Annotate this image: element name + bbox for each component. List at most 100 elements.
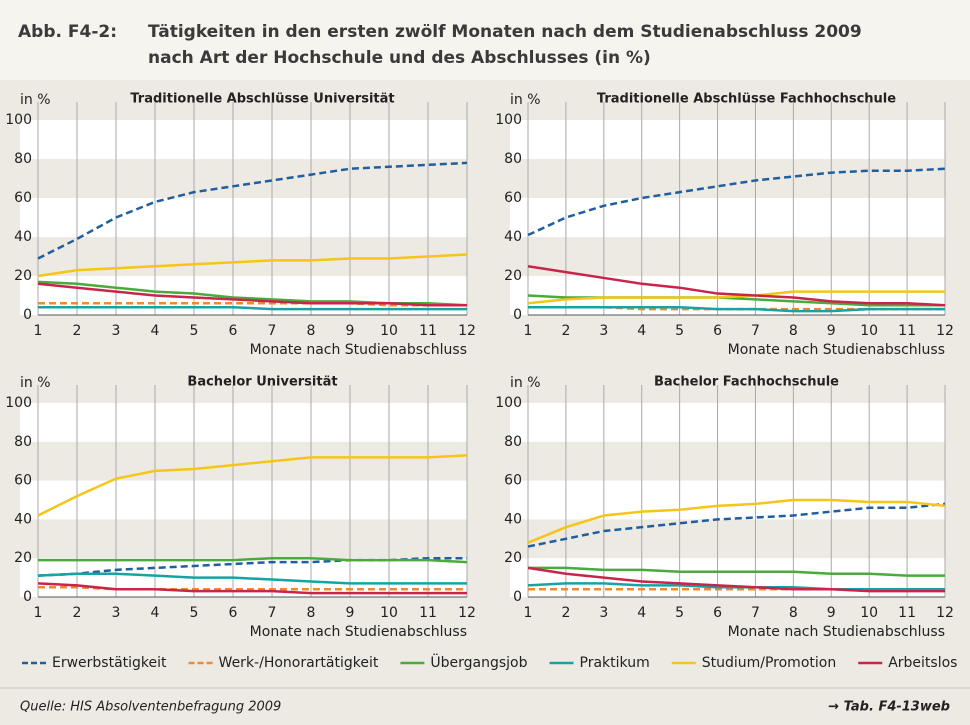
- y-tick-label: 20: [504, 550, 522, 566]
- series-line: [527, 265, 946, 307]
- x-tick-label: 3: [112, 323, 121, 339]
- x-tick-label: 9: [346, 605, 355, 621]
- x-tick-label: 2: [73, 323, 82, 339]
- panel-title: Traditionelle Abschlüsse Universität: [130, 92, 394, 107]
- y-tick-label: 40: [14, 511, 32, 527]
- y-axis-label: in %: [20, 92, 51, 108]
- y-tick-label: 60: [14, 190, 32, 206]
- x-tick-label: 7: [751, 605, 760, 621]
- y-tick-label: 20: [504, 268, 522, 284]
- figure-title: nach Art der Hochschule und des Abschlus…: [148, 48, 651, 68]
- x-tick-label: 6: [713, 323, 722, 339]
- x-tick-label: 8: [307, 605, 316, 621]
- series-line: [527, 167, 946, 237]
- x-axis-label: Monate nach Studienabschluss: [250, 342, 467, 358]
- x-axis-label: Monate nach Studienabschluss: [728, 624, 945, 640]
- series-line: [38, 305, 467, 311]
- band: [20, 480, 467, 520]
- x-tick-label: 1: [34, 605, 43, 621]
- x-tick-label: 10: [380, 605, 398, 621]
- x-tick-label: 9: [827, 323, 836, 339]
- y-tick-label: 100: [495, 112, 522, 128]
- x-tick-label: 5: [190, 323, 199, 339]
- x-tick-label: 12: [936, 323, 954, 339]
- legend-label: Studium/Promotion: [702, 655, 836, 671]
- x-tick-label: 10: [860, 323, 878, 339]
- x-tick-label: 6: [713, 605, 722, 621]
- figure-label: Abb. F4-2:: [18, 22, 117, 42]
- x-tick-label: 4: [151, 605, 160, 621]
- y-tick-label: 100: [495, 395, 522, 411]
- series-line: [37, 253, 468, 278]
- x-tick-label: 3: [112, 605, 121, 621]
- y-tick-label: 100: [5, 395, 32, 411]
- x-tick-label: 1: [524, 323, 533, 339]
- series-line: [527, 502, 946, 548]
- x-tick-label: 5: [190, 605, 199, 621]
- y-axis-label: in %: [510, 92, 541, 108]
- y-tick-label: 100: [5, 112, 32, 128]
- panel-title: Bachelor Universität: [187, 375, 337, 390]
- x-tick-label: 7: [751, 323, 760, 339]
- x-tick-label: 12: [936, 605, 954, 621]
- y-axis-label: in %: [510, 375, 541, 391]
- band: [20, 120, 467, 159]
- band: [510, 120, 945, 159]
- y-tick-label: 40: [504, 229, 522, 245]
- legend-label: Werk-/Honorartätigkeit: [219, 655, 379, 671]
- band: [20, 198, 467, 237]
- x-tick-label: 8: [307, 323, 316, 339]
- series-line: [37, 161, 468, 260]
- x-tick-label: 11: [419, 605, 437, 621]
- x-tick-label: 7: [268, 605, 277, 621]
- y-tick-label: 60: [504, 190, 522, 206]
- x-tick-label: 1: [34, 323, 43, 339]
- y-tick-label: 40: [14, 229, 32, 245]
- y-tick-label: 80: [14, 151, 32, 167]
- series-line: [37, 582, 467, 595]
- x-tick-label: 5: [675, 323, 684, 339]
- y-tick-label: 60: [14, 473, 32, 489]
- table-ref: → Tab. F4-13web: [828, 700, 950, 715]
- legend-label: Arbeitslos: [888, 655, 957, 671]
- y-tick-label: 0: [513, 589, 522, 605]
- x-tick-label: 6: [229, 605, 238, 621]
- header-bg: [0, 0, 970, 80]
- x-tick-label: 11: [419, 323, 437, 339]
- x-tick-label: 6: [229, 323, 238, 339]
- y-tick-label: 20: [14, 550, 32, 566]
- x-tick-label: 12: [458, 605, 476, 621]
- x-tick-label: 10: [860, 605, 878, 621]
- series-line: [38, 556, 468, 564]
- panel-title: Bachelor Fachhochschule: [654, 375, 839, 390]
- x-tick-label: 9: [346, 323, 355, 339]
- legend-label: Erwerbstätigkeit: [52, 655, 167, 671]
- x-tick-label: 3: [599, 323, 608, 339]
- series-line: [527, 566, 945, 593]
- x-tick-label: 4: [151, 323, 160, 339]
- series-line: [37, 572, 467, 585]
- x-axis-label: Monate nach Studienabschluss: [250, 624, 467, 640]
- series-line: [527, 290, 945, 305]
- y-tick-label: 80: [14, 434, 32, 450]
- x-tick-label: 8: [789, 605, 798, 621]
- band: [510, 480, 945, 520]
- x-tick-label: 5: [675, 605, 684, 621]
- band: [510, 403, 945, 442]
- figure-bg: [0, 80, 970, 725]
- x-tick-label: 4: [637, 605, 646, 621]
- y-tick-label: 0: [23, 589, 32, 605]
- legend-label: Praktikum: [580, 655, 650, 671]
- x-tick-label: 1: [524, 605, 533, 621]
- x-tick-label: 11: [898, 605, 916, 621]
- x-tick-label: 7: [268, 323, 277, 339]
- y-tick-label: 80: [504, 434, 522, 450]
- y-tick-label: 0: [513, 307, 522, 323]
- source: Quelle: HIS Absolventenbefragung 2009: [20, 700, 281, 715]
- series-line: [528, 305, 945, 313]
- band: [510, 198, 945, 237]
- series-line: [37, 454, 468, 517]
- series-line: [37, 282, 467, 307]
- series-line: [527, 498, 946, 544]
